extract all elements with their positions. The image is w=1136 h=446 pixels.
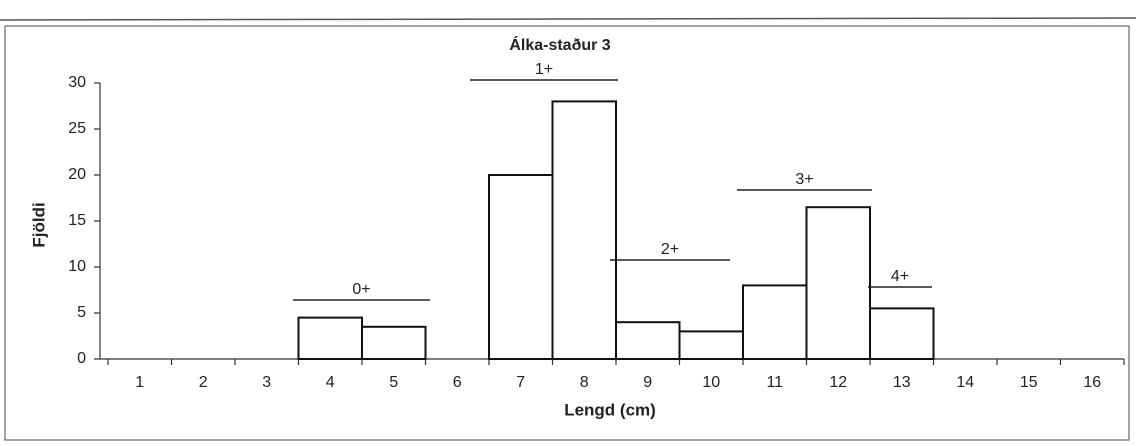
frame-top [0,17,1136,21]
y-tick-label: 15 [68,212,86,229]
x-tick-label: 2 [199,374,208,391]
bar [678,330,744,360]
frame [4,25,1130,441]
y-tick-label: 0 [77,350,86,367]
x-tick-label: 11 [766,374,783,391]
y-tick-label: 10 [68,258,86,275]
bar [742,284,808,360]
x-tick-label: 10 [702,374,720,391]
x-tick-label: 1 [135,374,144,391]
bar [297,316,363,361]
annotation: 1+ [535,61,553,78]
bar [488,174,554,360]
bar [551,100,617,361]
bar [869,307,935,360]
x-tick-label: 5 [389,374,398,391]
annotation: 3+ [795,171,813,188]
x-tick-label: 9 [643,374,652,391]
x-tick-label: 15 [1020,374,1038,391]
y-tick-label: 5 [77,304,86,321]
x-tick-label: 7 [516,374,525,391]
annotation: 0+ [352,281,370,298]
x-axis-label: Lengd (cm) [564,400,656,419]
y-tick-label: 25 [68,120,86,137]
bar [615,321,681,361]
y-tick-label: 20 [68,166,86,183]
annotation: 4+ [891,268,909,285]
y-tick-label: 30 [68,74,86,91]
x-tick-label: 13 [893,374,911,391]
bar [361,325,427,360]
annotation: 2+ [661,241,679,258]
bar [805,206,871,360]
x-tick-label: 4 [326,374,335,391]
x-tick-label: 8 [580,374,589,391]
x-tick-label: 6 [453,374,462,391]
x-tick-label: 12 [829,374,847,391]
x-tick-label: 3 [262,374,271,391]
x-tick-label: 14 [956,374,974,391]
x-tick-label: 16 [1083,374,1101,391]
y-axis-label: Fjöldi [29,202,48,247]
chart-title: Álka-staður 3 [509,35,610,54]
